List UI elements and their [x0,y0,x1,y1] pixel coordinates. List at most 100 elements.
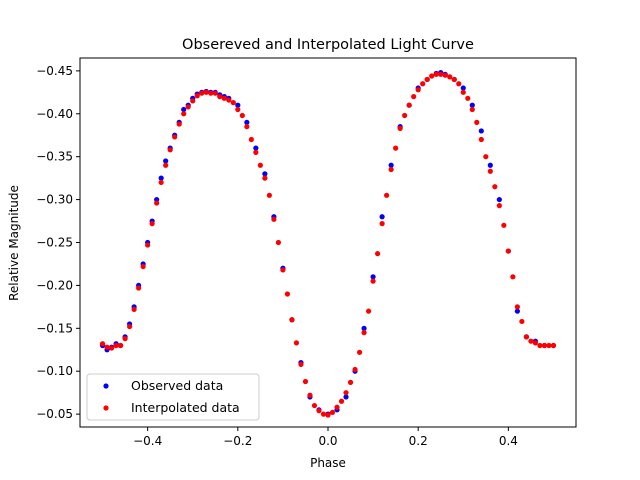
observed-point [253,145,259,151]
observed-point [388,162,394,168]
interpolated-point [140,263,146,270]
interpolated-point [127,323,133,330]
interpolated-point [172,134,178,140]
interpolated-point [154,200,160,206]
interpolated-point [289,317,295,323]
interpolated-point [212,90,218,96]
interpolated-point [501,222,507,228]
interpolated-point [199,90,205,96]
legend-marker-observed [103,383,109,389]
interpolated-point [338,398,345,404]
y-tick-label: −0.20 [36,278,73,292]
interpolated-point [424,76,430,83]
interpolated-point [316,408,322,414]
interpolated-point [104,344,110,350]
interpolated-point [347,379,354,385]
observed-point [163,158,169,164]
observed-point [496,196,502,203]
interpolated-point [136,285,142,291]
interpolated-point [375,251,381,257]
y-tick-label: −0.35 [36,150,73,164]
interpolated-point [262,175,268,181]
interpolated-point [307,392,313,398]
observed-point [487,162,493,168]
interpolated-point [487,168,493,174]
observed-point [361,325,367,331]
interpolated-point [190,98,196,104]
interpolated-point [235,106,241,113]
interpolated-point [528,338,534,344]
x-axis-ticks: −0.4 −0.2 0.0 0.2 0.4 [133,427,518,448]
interpolated-point [271,216,277,222]
interpolated-point [505,248,511,254]
plot-area [99,69,557,418]
interpolated-point [343,390,349,396]
interpolated-point [131,306,137,313]
interpolated-point [397,125,403,131]
y-tick-label: −0.30 [36,193,73,207]
observed-point [469,102,475,108]
interpolated-point [532,340,539,346]
interpolated-point [447,74,453,80]
interpolated-point [122,336,128,342]
interpolated-point [248,136,254,143]
interpolated-point [370,278,376,284]
x-tick-label: −0.2 [223,434,252,448]
observed-point [514,308,520,314]
observed-point [235,102,241,108]
interpolated-point [108,345,115,351]
y-tick-label: −0.15 [36,321,73,335]
interpolated-point [546,342,552,349]
interpolated-point [379,221,385,227]
interpolated-point [293,340,300,346]
axes-frame [79,57,577,428]
interpolated-point [460,89,466,95]
interpolated-point [442,72,448,78]
interpolated-point [145,242,151,248]
interpolated-point [456,81,462,87]
interpolated-point [433,71,439,77]
x-tick-label: 0.4 [499,434,518,448]
observed-point [370,274,376,280]
interpolated-series [99,71,557,418]
interpolated-point [402,112,408,119]
observed-point [262,171,268,177]
observed-point [343,394,349,400]
interpolated-point [537,342,543,349]
y-tick-label: −0.25 [36,236,73,250]
interpolated-point [284,291,291,297]
interpolated-point [393,145,399,151]
interpolated-point [415,87,421,93]
interpolated-point [361,330,367,336]
x-axis-label: Phase [310,456,346,470]
legend-label-interpolated: Interpolated data [131,400,240,415]
interpolated-point [167,147,173,153]
interpolated-point [451,76,457,83]
interpolated-point [365,308,372,314]
chart-title: Obsereved and Interpolated Light Curve [182,37,474,53]
interpolated-point [496,203,502,209]
interpolated-point [275,239,281,246]
interpolated-point [438,71,444,77]
interpolated-point [181,111,187,117]
interpolated-point [163,162,169,168]
interpolated-point [325,412,331,418]
interpolated-point [257,162,263,168]
interpolated-point [185,104,191,110]
y-tick-label: −0.40 [36,107,73,121]
interpolated-point [266,192,272,198]
y-tick-label: −0.05 [36,407,73,421]
interpolated-point [420,81,426,87]
interpolated-point [329,409,336,416]
interpolated-point [519,318,525,325]
interpolated-point [320,411,327,417]
observed-point [181,106,187,113]
interpolated-point [149,221,155,227]
observed-point [244,119,250,125]
y-axis-ticks: −0.05 −0.10 −0.15 −0.20 −0.25 −0.30 −0.35 −0.40… [36,64,80,421]
interpolated-point [356,349,363,355]
interpolated-point [510,274,516,280]
interpolated-point [221,95,227,101]
interpolated-point [113,342,119,349]
x-tick-label: 0.0 [318,434,337,448]
